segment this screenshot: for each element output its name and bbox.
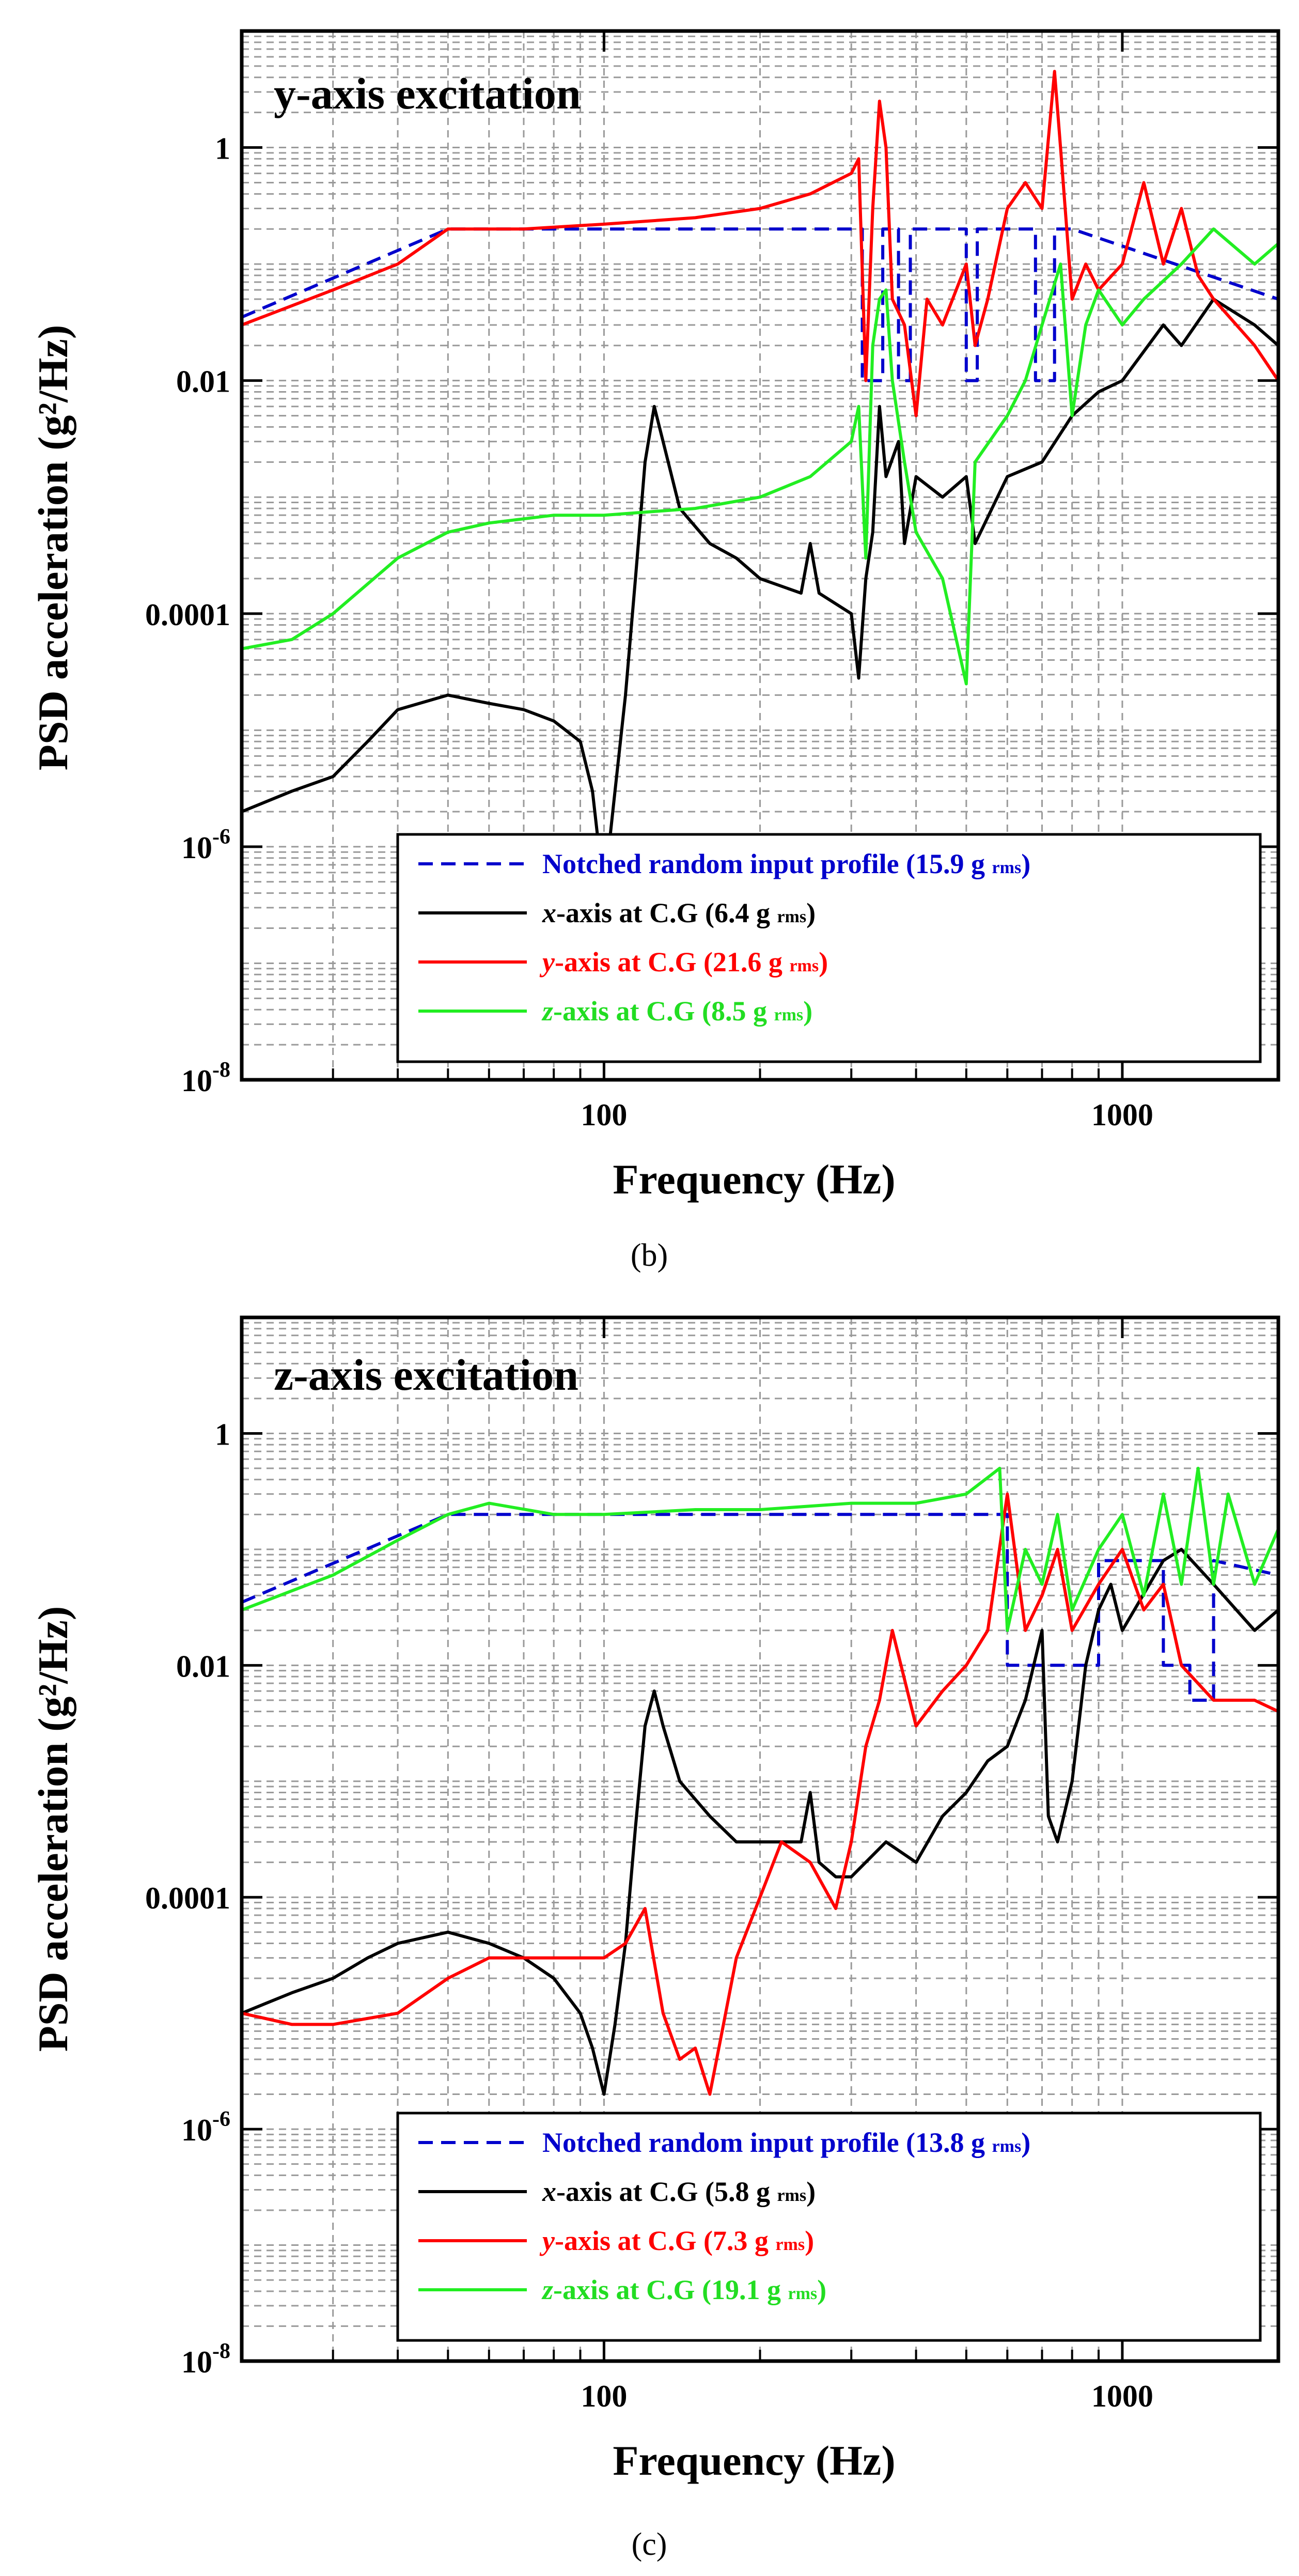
panel-c-annotation: z-axis excitation: [274, 1350, 578, 1400]
legend-entry-main-text: -axis at C.G (8.5 g: [553, 996, 774, 1027]
legend-entry-1: x-axis at C.G (6.4 g rms): [542, 897, 816, 928]
legend-entry-main-text: -axis at C.G (7.3 g: [555, 2225, 775, 2256]
panel-c-ytick-exponent: -6: [212, 2107, 230, 2131]
legend-entry-main-text: -axis at C.G (6.4 g: [556, 897, 777, 928]
panel-c-xtick-label: 100: [581, 2379, 627, 2413]
panel-b-series-line-y-axis: [242, 70, 1278, 417]
legend-entry-main-text: -axis at C.G (19.1 g: [553, 2274, 788, 2305]
legend-entry-rms-subscript: rms: [992, 858, 1022, 877]
legend-entry-1: x-axis at C.G (5.8 g rms): [542, 2176, 816, 2207]
panel-b-ytick-label: 0.01: [176, 365, 230, 399]
panel-b-ytick-exponent: -6: [212, 825, 230, 849]
panel-c-ytick-exponent: -8: [212, 2339, 230, 2363]
legend-entry-rms-subscript: rms: [775, 2235, 805, 2254]
legend-entry-close-paren: ): [806, 897, 816, 928]
legend-entry-2: y-axis at C.G (21.6 g rms): [539, 946, 828, 977]
legend-entry-close-paren: ): [1021, 848, 1030, 879]
legend-entry-close-paren: ): [805, 2225, 814, 2256]
legend-entry-2: y-axis at C.G (7.3 g rms): [539, 2225, 814, 2256]
panel-b-ytick-label: 1: [215, 132, 230, 166]
legend-entry-rms-subscript: rms: [788, 2284, 817, 2303]
legend-entry-close-paren: ): [806, 2176, 816, 2207]
panel-c: z-axis excitation PSD acceleration (g²/H…: [29, 1315, 1280, 2562]
legend-entry-0: Notched random input profile (15.9 g rms…: [542, 848, 1030, 879]
legend-entry-main-text: -axis at C.G (5.8 g: [556, 2176, 777, 2207]
panel-b-series-line-x-axis: [242, 298, 1278, 895]
legend-entry-italic-axis: y: [539, 2225, 555, 2256]
panel-c-xtick-label: 1000: [1091, 2379, 1153, 2413]
legend-entry-3: z-axis at C.G (19.1 g rms): [541, 2274, 826, 2305]
panel-b-ytick-label: 0.0001: [145, 598, 230, 632]
panel-b-series-line-input-profile: [242, 227, 1278, 382]
legend-entry-italic-axis: x: [542, 2176, 556, 2207]
panel-c-series-line-x-axis: [242, 1547, 1278, 2096]
legend-entry-rms-subscript: rms: [992, 2137, 1022, 2156]
panel-c-label: (c): [632, 2527, 667, 2562]
panel-c-ytick-label: 0.01: [176, 1649, 230, 1683]
panel-b-legend-box: [396, 833, 1262, 1063]
panel-c-ytick-label: 0.0001: [145, 1881, 230, 1915]
panel-b-ytick-exponent: -8: [212, 1058, 230, 1082]
panel-b-annotation: y-axis excitation: [274, 69, 581, 118]
legend-entry-rms-subscript: rms: [777, 2186, 806, 2205]
panel-b-xtick-label: 100: [581, 1098, 627, 1132]
legend-entry-close-paren: ): [817, 2274, 826, 2305]
legend-entry-main-text: Notched random input profile (13.8 g: [542, 2127, 992, 2158]
panel-c-ytick-label: 1: [215, 1417, 230, 1451]
panel-b-ytick-label: 10-6: [181, 825, 230, 865]
panel-b-series-line-z-axis: [242, 227, 1278, 686]
panel-c-ytick-label: 10-6: [181, 2107, 230, 2147]
legend-entry-italic-axis: y: [539, 946, 555, 977]
legend-entry-close-paren: ): [803, 996, 812, 1027]
panel-c-ytick-label: 10-8: [181, 2339, 230, 2379]
legend-entry-italic-axis: z: [541, 2274, 553, 2305]
legend-entry-rms-subscript: rms: [789, 956, 819, 975]
panel-b-label: (b): [631, 1238, 668, 1273]
panel-b-legend: Notched random input profile (15.9 g rms…: [396, 833, 1262, 1063]
legend-entry-rms-subscript: rms: [777, 907, 806, 926]
panel-c-series-line-y-axis: [242, 1492, 1278, 2096]
legend-entry-close-paren: ): [1021, 2127, 1030, 2158]
panel-c-clip-area: [242, 1467, 1278, 2096]
legend-entry-close-paren: ): [819, 946, 828, 977]
legend-entry-0: Notched random input profile (13.8 g rms…: [542, 2127, 1030, 2158]
panel-c-legend-box: [396, 2112, 1262, 2342]
legend-entry-main-text: -axis at C.G (21.6 g: [555, 946, 789, 977]
panel-b-ylabel: PSD acceleration (g²/Hz): [29, 325, 76, 771]
legend-entry-3: z-axis at C.G (8.5 g rms): [541, 996, 812, 1027]
legend-entry-rms-subscript: rms: [774, 1005, 803, 1025]
panel-b: y-axis excitation PSD acceleration (g²/H…: [29, 29, 1280, 1273]
panel-c-ylabel: PSD acceleration (g²/Hz): [29, 1606, 76, 2052]
panel-b-clip-area: [242, 70, 1278, 895]
panel-b-xlabel: Frequency (Hz): [613, 1156, 895, 1203]
legend-entry-italic-axis: z: [541, 996, 553, 1027]
panel-c-legend: Notched random input profile (13.8 g rms…: [396, 2112, 1262, 2342]
legend-entry-italic-axis: x: [542, 897, 556, 928]
panel-c-xlabel: Frequency (Hz): [613, 2437, 895, 2484]
legend-entry-main-text: Notched random input profile (15.9 g: [542, 848, 992, 879]
panel-b-ytick-label: 10-8: [181, 1058, 230, 1098]
panel-c-series-line-z-axis: [242, 1467, 1278, 1632]
panel-b-xtick-label: 1000: [1091, 1098, 1153, 1132]
